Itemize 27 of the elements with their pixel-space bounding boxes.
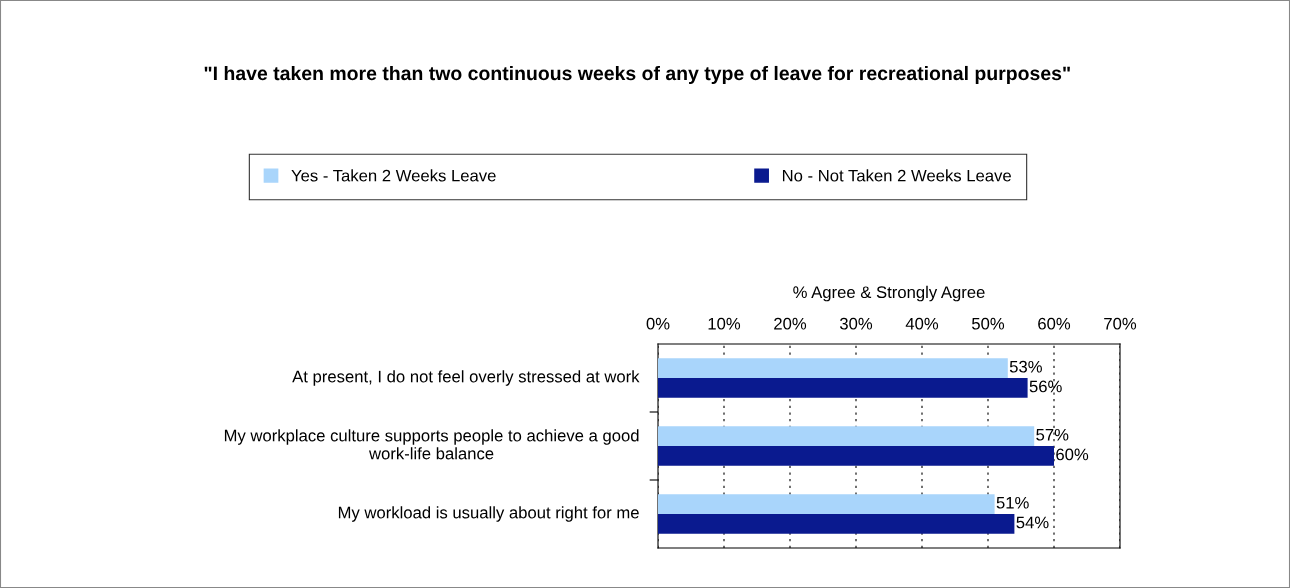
x-tick-label: 60%: [1038, 317, 1071, 330]
bar: [658, 378, 1028, 398]
x-tick-label: 30%: [839, 317, 873, 330]
y-tick-label: My workplace culture supports people to achieve a good work-life balance: [224, 429, 639, 460]
x-tick-label: 0%: [646, 317, 670, 330]
data-label: 51%: [996, 496, 1029, 509]
x-tick-label: 50%: [971, 317, 1005, 330]
data-label: 57%: [1036, 428, 1069, 441]
x-tick-label: 40%: [905, 317, 939, 330]
y-tick-label: At present, I do not feel overly stressed at work: [292, 370, 640, 386]
bar: [658, 514, 1015, 534]
legend-label: Yes - Taken 2 Weeks Leave: [291, 169, 496, 182]
x-tick-label: 70%: [1104, 317, 1137, 330]
bar: [658, 358, 1008, 378]
chart-title: "I have taken more than two continuous weeks of any type of leave for recreational purposes": [204, 65, 1070, 85]
x-tick-label: 10%: [708, 317, 741, 330]
bar: [658, 426, 1035, 446]
x-tick-label: 20%: [774, 317, 807, 330]
data-label: 54%: [1016, 516, 1049, 529]
legend-label: No - Not Taken 2 Weeks Leave: [782, 169, 1011, 182]
bar: [658, 446, 1054, 466]
x-axis-title: % Agree & Strongly Agree: [793, 285, 985, 302]
bar: [658, 494, 995, 514]
data-label: 60%: [1056, 448, 1089, 461]
data-label: 56%: [1029, 380, 1062, 393]
y-tick-label: My workload is usually about right for me: [338, 506, 639, 522]
data-label: 53%: [1009, 360, 1042, 373]
